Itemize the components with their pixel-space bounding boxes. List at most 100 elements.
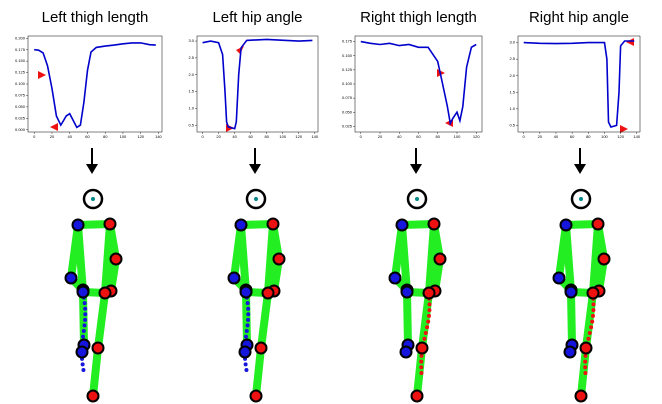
trajectory-dot [245,323,250,328]
x-tick-label: 140 [633,134,640,139]
bone [398,221,411,296]
trajectory-dot [427,308,432,313]
trajectory-dot [426,319,431,324]
joint [433,252,447,266]
plot-frame [517,35,641,133]
chart-title: Right hip angle [529,9,629,26]
plot-frame [196,35,319,133]
skeleton [388,148,447,403]
head-dot [91,197,95,201]
x-tick-label: 80 [103,134,108,139]
y-tick-label: 0.000 [15,127,26,132]
trajectory-dot [246,317,251,322]
joint [591,217,605,231]
markers [38,38,634,133]
y-tick-label: 0.5 [509,122,515,127]
x-tick-label: 0 [201,134,204,139]
trajectory-dot [81,329,86,333]
x-tick-label: 20 [216,134,221,139]
bone [252,344,265,400]
x-tick-label: 140 [155,134,162,139]
data-line [523,40,635,128]
joint [91,341,105,355]
chart-title: Left hip angle [212,9,302,26]
joint [103,217,117,231]
data-line [202,38,313,130]
trajectory-dot [244,334,249,339]
joint [227,271,241,285]
data-line [34,42,156,129]
trajectory-dot [419,365,424,370]
trajectory-dot [427,302,432,307]
joint [238,345,252,359]
joint [564,285,578,299]
trajectory-dot [246,312,251,317]
plot-frame [27,35,163,133]
x-tick-label: 40 [554,134,559,139]
y-tick-label: 2.5 [188,55,194,60]
x-tick-label: 140 [311,134,318,139]
bone [74,221,87,296]
trajectory-dot [81,368,86,372]
x-tick-label: 100 [601,134,608,139]
joint [98,286,112,300]
joint [559,218,573,232]
y-tick-label: 1.5 [509,89,515,94]
trajectory-dot [419,371,424,375]
trajectory-dot [422,336,427,341]
joint [422,286,436,300]
y-tick-label: 2.0 [509,73,515,78]
x-tick-label: 40 [397,134,402,139]
trajectory-dot [83,317,88,322]
x-tick-label: 20 [50,134,55,139]
y-tick-label: 0.175 [342,39,353,44]
trajectory-dot [83,312,88,317]
x-tick-label: 120 [617,134,624,139]
joint [109,252,123,266]
trajectory-dot [81,334,86,339]
skeleton [64,148,123,403]
head-dot [415,197,419,201]
joint [249,389,263,403]
x-tick-label: 80 [436,134,441,139]
trajectory-dot [244,329,249,333]
y-tick-label: 0.5 [188,122,194,127]
x-tick-label: 0 [33,134,36,139]
data-line [360,40,477,127]
trajectory-dot [590,313,595,318]
x-tick-label: 40 [67,134,72,139]
joint [239,285,253,299]
bone [589,220,602,297]
y-tick-label: 0.050 [15,104,26,109]
trajectory-dot [583,353,588,358]
trajectory-dot [583,359,588,364]
trajectory-dot [586,336,591,341]
trajectory-dot [591,308,596,313]
joint [400,285,414,299]
trajectory-dot [246,306,251,311]
y-tick-label: 0.075 [15,92,26,97]
trajectory-dot [426,313,431,318]
x-tick-label: 80 [586,134,591,139]
joint [266,217,280,231]
joint [579,341,593,355]
y-tick-label: 0.200 [15,35,26,40]
bone [101,220,114,297]
x-tick-label: 60 [85,134,90,139]
y-tick-label: 2.5 [509,56,515,61]
trajectory-dot [423,331,428,335]
joint [597,252,611,266]
x-tick-label: 100 [279,134,286,139]
trajectory-dot [80,362,85,367]
y-tick-label: 0.125 [15,70,26,75]
skeleton [552,148,611,403]
trajectory-dot [590,319,595,324]
bone [94,289,109,352]
chart-title: Left thigh length [42,9,149,26]
x-tick-label: 120 [295,134,302,139]
trajectory-dot [243,362,248,367]
y-tick-label: 0.025 [342,123,353,128]
skeleton [227,148,286,403]
joint [395,218,409,232]
